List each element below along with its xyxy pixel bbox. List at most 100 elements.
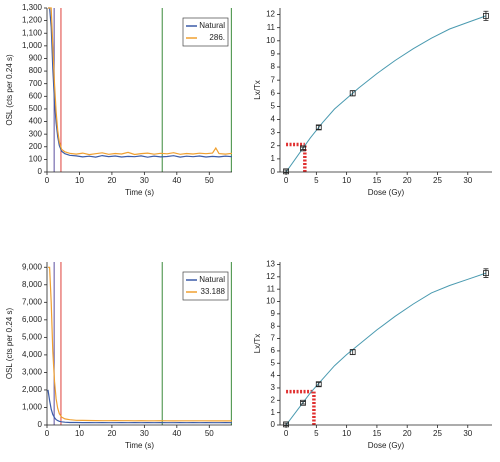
y-tick-label: 7	[271, 334, 276, 343]
legend-label: Natural	[199, 21, 225, 30]
data-point	[315, 381, 322, 388]
y-tick-label: 13	[266, 260, 275, 269]
x-tick-label: 25	[433, 176, 442, 185]
y-tick-label: 4	[271, 371, 276, 380]
data-point	[483, 270, 489, 277]
x-tick-label: 0	[284, 176, 289, 185]
decay-curve	[48, 266, 232, 422]
x-tick-label: 30	[463, 176, 472, 185]
plot-area	[285, 272, 487, 425]
data-point	[483, 12, 489, 19]
y-tick-label: 7	[271, 75, 276, 84]
x-tick-label: 10	[75, 429, 84, 438]
y-tick-label: 2	[271, 141, 276, 150]
x-axis-title: Time (s)	[125, 188, 154, 197]
x-axis-title: Dose (Gy)	[368, 441, 405, 450]
y-tick-label: 1	[271, 408, 276, 417]
x-axis-title: Dose (Gy)	[368, 188, 405, 197]
x-tick-label: 5	[314, 176, 319, 185]
x-axis-title: Time (s)	[125, 441, 154, 450]
y-tick-label: 1,300	[22, 3, 43, 12]
y-tick-label: 200	[29, 142, 43, 151]
y-tick-label: 4,000	[22, 350, 43, 359]
error-bar	[300, 401, 306, 405]
plot-area	[285, 15, 487, 172]
x-tick-label: 5	[314, 429, 319, 438]
y-tick-label: 1,200	[22, 16, 43, 25]
x-tick-label: 10	[342, 176, 351, 185]
y-tick-label: 2	[271, 395, 276, 404]
y-tick-label: 11	[267, 23, 276, 32]
y-tick-label: 500	[29, 104, 43, 113]
x-tick-label: 30	[463, 429, 472, 438]
x-tick-label: 50	[205, 176, 214, 185]
data-point	[283, 421, 289, 428]
x-tick-label: 30	[140, 429, 149, 438]
chart-panel: 0 1,000 2,000 3,000 4,000 5,000 6,000 7,000 8,00…	[5, 262, 232, 450]
data-point	[283, 168, 289, 175]
y-tick-label: 6	[271, 346, 276, 355]
y-tick-label: 2,000	[22, 385, 43, 394]
x-tick-label: 0	[284, 429, 289, 438]
y-tick-label: 100	[29, 154, 43, 163]
decay-curve	[48, 7, 232, 158]
y-tick-label: 0	[271, 167, 276, 176]
x-tick-label: 10	[342, 429, 351, 438]
y-tick-label: 9,000	[22, 262, 43, 271]
y-tick-label: 400	[29, 117, 43, 126]
plot-area	[47, 262, 232, 425]
y-tick-label: 10	[266, 297, 275, 306]
x-tick-label: 15	[372, 176, 381, 185]
y-tick-label: 7,000	[22, 297, 43, 306]
y-tick-label: 9	[271, 49, 276, 58]
y-tick-label: 0	[271, 420, 276, 429]
x-tick-label: 15	[372, 429, 381, 438]
x-tick-label: 25	[433, 429, 442, 438]
y-tick-label: 12	[266, 272, 275, 281]
data-point	[300, 145, 306, 152]
data-point	[300, 399, 306, 406]
y-tick-label: 1,000	[22, 403, 43, 412]
legend-label: Natural	[199, 275, 225, 284]
y-tick-label: 700	[29, 79, 43, 88]
y-tick-label: 5	[271, 102, 276, 111]
legend-box	[182, 271, 229, 301]
data-point	[349, 90, 356, 97]
y-tick-label: 5,000	[22, 332, 43, 341]
error-bar	[300, 146, 306, 151]
y-axis-title: Lx/Tx	[253, 80, 262, 100]
decay-curve	[48, 7, 232, 156]
x-tick-label: 40	[172, 176, 181, 185]
error-bar	[283, 422, 289, 427]
error-bar	[283, 169, 289, 174]
error-bar	[483, 268, 489, 278]
y-tick-label: 1,000	[22, 41, 43, 50]
fit-curve	[285, 272, 487, 425]
y-tick-label: 6	[271, 88, 276, 97]
x-tick-label: 20	[403, 176, 412, 185]
error-bar	[316, 125, 322, 130]
y-axis-title: OSL (cts per 0.24 s)	[5, 54, 14, 126]
chart-panel: 01002003004005006007008009001,0001,1001,…	[5, 3, 232, 197]
y-tick-label: 6,000	[22, 315, 43, 324]
y-tick-label: 12	[266, 10, 275, 19]
y-tick-label: 0	[38, 420, 43, 429]
y-tick-label: 8	[271, 62, 276, 71]
legend-label: 33.188	[201, 287, 226, 296]
y-tick-label: 3	[271, 383, 276, 392]
decay-curve	[47, 389, 232, 424]
y-tick-label: 900	[29, 54, 43, 63]
error-bar	[483, 10, 489, 21]
x-tick-label: 50	[205, 429, 214, 438]
error-bar	[316, 381, 322, 387]
y-axis-title: Lx/Tx	[253, 334, 262, 354]
y-tick-label: 10	[266, 36, 275, 45]
y-tick-label: 3	[271, 128, 276, 137]
y-tick-label: 0	[38, 167, 43, 176]
legend-label: 286.	[209, 33, 225, 42]
x-tick-label: 0	[45, 429, 50, 438]
x-tick-label: 20	[107, 429, 116, 438]
